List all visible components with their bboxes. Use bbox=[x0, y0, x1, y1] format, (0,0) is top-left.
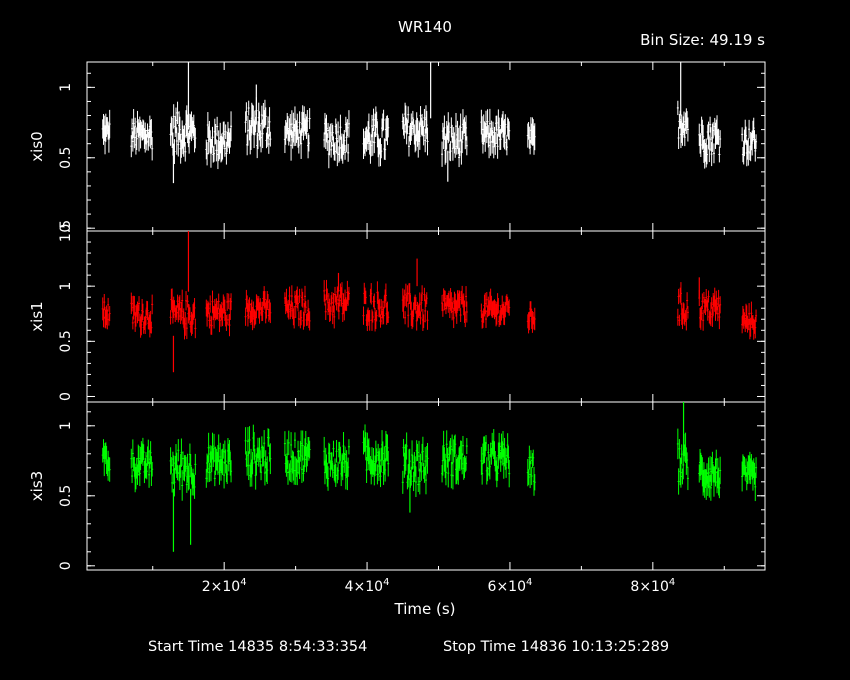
y-tick-label: 1 bbox=[58, 83, 74, 92]
x-tick-label: 8×104 bbox=[630, 577, 675, 595]
series-xis0 bbox=[101, 62, 758, 184]
chart-title: WR140 bbox=[398, 18, 452, 36]
x-tick-label: 4×104 bbox=[345, 577, 390, 595]
y-tick-label: 0.5 bbox=[58, 330, 74, 352]
y-tick-label: 0 bbox=[58, 224, 74, 233]
x-axis-label: Time (s) bbox=[394, 600, 456, 618]
start-time-label: Start Time 14835 8:54:33:354 bbox=[148, 639, 367, 655]
panels-group: 0 0.5 1 xis0 0 0.5 1 1.5 xis1 0 0.5 1 xis3 bbox=[28, 61, 766, 571]
y-tick-label: 1 bbox=[58, 421, 74, 430]
y-tick-label: 0.5 bbox=[58, 485, 74, 507]
y-tick-label: 1 bbox=[58, 282, 74, 291]
panel-xis1: 0 0.5 1 1.5 xis1 bbox=[28, 220, 766, 403]
x-tick-label: 6×104 bbox=[488, 577, 533, 595]
y-tick-label: 1.5 bbox=[58, 220, 74, 242]
panel-frame bbox=[86, 401, 766, 571]
panel-xis0: 0 0.5 1 xis0 bbox=[28, 61, 766, 233]
y-axis-label-xis1: xis1 bbox=[28, 301, 46, 331]
stop-time-label: Stop Time 14836 10:13:25:289 bbox=[443, 639, 669, 655]
panel-xis3: 0 0.5 1 xis3 bbox=[28, 401, 766, 571]
x-tick-label: 2×104 bbox=[202, 577, 247, 595]
y-axis-label-xis0: xis0 bbox=[28, 131, 46, 161]
x-tick-labels: 2×104 4×104 6×104 8×104 bbox=[202, 577, 675, 595]
y-tick-label: 0 bbox=[58, 392, 74, 401]
bin-size-label: Bin Size: 49.19 s bbox=[640, 31, 765, 49]
series-xis3 bbox=[101, 402, 758, 552]
y-tick-label: 0 bbox=[58, 561, 74, 570]
y-tick-label: 0.5 bbox=[58, 147, 74, 169]
series-xis1 bbox=[101, 231, 758, 373]
y-axis-label-xis3: xis3 bbox=[28, 471, 46, 501]
